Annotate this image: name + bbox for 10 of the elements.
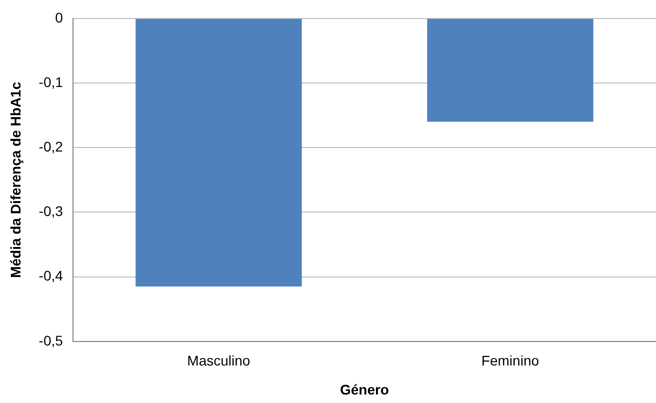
x-tick-label: Feminino bbox=[481, 352, 540, 369]
y-tick-label: -0,5 bbox=[38, 332, 64, 348]
y-tick-label: 0 bbox=[55, 9, 64, 26]
y-tick-label: -0,3 bbox=[38, 203, 64, 220]
y-tick-label: -0,1 bbox=[38, 74, 64, 90]
x-tick-label: Masculino bbox=[187, 352, 250, 369]
y-tick-label: -0,4 bbox=[38, 268, 64, 284]
x-axis-title: Género bbox=[340, 381, 389, 398]
y-axis-title: Média da Diferença de HbA1c bbox=[7, 82, 24, 278]
y-tick-label: -0,2 bbox=[38, 138, 64, 154]
